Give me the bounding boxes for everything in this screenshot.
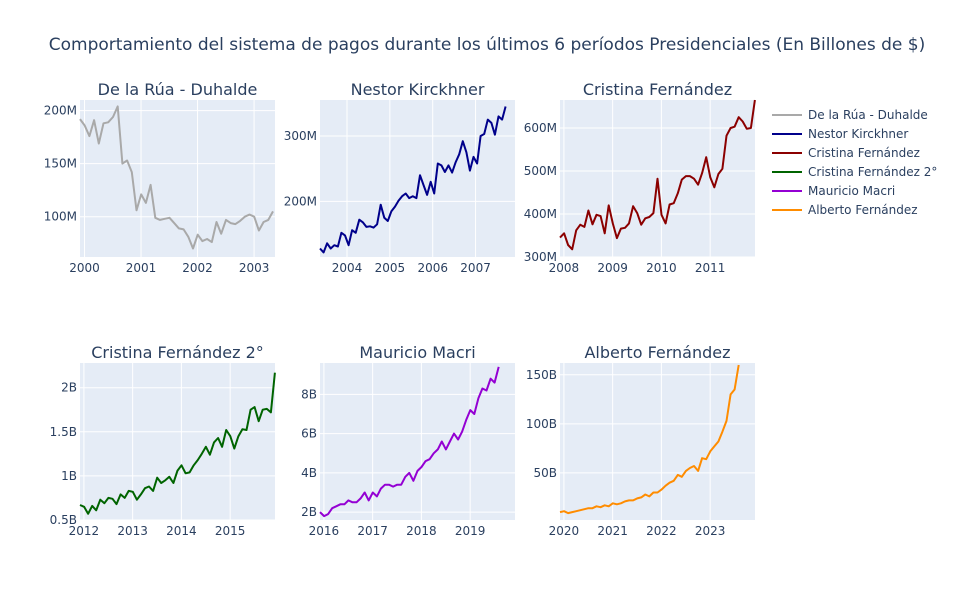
y-tick-label: 300M: [524, 250, 557, 264]
subplot-title: De la Rúa - Duhalde: [98, 80, 258, 99]
x-tick-label: 2022: [646, 524, 677, 538]
y-tick-label: 300M: [284, 129, 317, 143]
y-tick-label: 2B: [301, 505, 317, 519]
series-line: [319, 366, 500, 518]
x-tick-label: 2015: [215, 524, 246, 538]
x-tick-label: 2012: [69, 524, 100, 538]
y-tick-label: 100B: [526, 417, 557, 431]
y-tick-label: 500M: [524, 164, 557, 178]
y-tick-label: 600M: [524, 121, 557, 135]
subplot-1: 2000 2001 2002 2003 100M 150M 200M De la Rúa - …: [44, 80, 275, 275]
y-tick-label: 6B: [301, 427, 317, 441]
x-tick-label: 2001: [126, 261, 157, 275]
subplot-4: 2012 2013 2014 2015 0.5B 1B 1.5B 2B Cristina Fer…: [50, 343, 276, 538]
x-tick-label: 2017: [357, 524, 388, 538]
legend-item[interactable]: De la Rúa - Duhalde: [772, 108, 928, 122]
y-tick-label: 1.5B: [50, 425, 77, 439]
x-tick-label: 2007: [460, 261, 491, 275]
plot-area: [560, 363, 755, 520]
legend-label: Alberto Fernández: [808, 203, 918, 217]
y-tick-label: 400M: [524, 207, 557, 221]
x-tick-label: 2011: [695, 261, 726, 275]
x-tick-label: 2018: [406, 524, 437, 538]
x-tick-label: 2002: [182, 261, 213, 275]
subplot-3: 2008 2009 2010 2011 300M 400M 500M 600M Cristina…: [524, 80, 756, 275]
legend-label: Nestor Kirckhner: [808, 127, 908, 141]
y-tick-label: 4B: [301, 466, 317, 480]
y-tick-label: 100M: [44, 210, 77, 224]
y-tick-label: 8B: [301, 387, 317, 401]
y-tick-label: 150B: [526, 368, 557, 382]
legend-item[interactable]: Cristina Fernández 2°: [772, 165, 937, 179]
x-tick-label: 2003: [239, 261, 270, 275]
x-tick-label: 2004: [332, 261, 363, 275]
legend-label: Cristina Fernández 2°: [808, 165, 937, 179]
subplot-title: Cristina Fernández: [583, 80, 732, 99]
x-tick-label: 2000: [69, 261, 100, 275]
series-line: [559, 99, 756, 251]
legend-item[interactable]: Cristina Fernández: [772, 146, 920, 160]
legend-item[interactable]: Mauricio Macri: [772, 184, 895, 198]
x-tick-label: 2019: [455, 524, 486, 538]
y-tick-label: 0.5B: [50, 513, 77, 527]
subplot-title: Nestor Kirckhner: [351, 80, 485, 99]
plot-area: [80, 100, 275, 257]
subplot-title: Mauricio Macri: [359, 343, 475, 362]
x-tick-label: 2005: [375, 261, 406, 275]
x-tick-label: 2009: [597, 261, 628, 275]
x-tick-label: 2010: [646, 261, 677, 275]
series-line: [559, 364, 740, 515]
x-tick-label: 2006: [417, 261, 448, 275]
plot-area: [320, 363, 515, 520]
y-tick-label: 2B: [61, 381, 77, 395]
legend-item[interactable]: Alberto Fernández: [772, 203, 918, 217]
series-line: [79, 372, 276, 515]
subplot-grid: 2000 2001 2002 2003 100M 150M 200M De la Rúa - …: [44, 80, 756, 538]
plot-area: [80, 363, 275, 520]
y-tick-label: 200M: [44, 104, 77, 118]
series-line: [79, 105, 274, 250]
series-line: [319, 106, 507, 254]
subplot-5: 2016 2017 2018 2019 2B 4B 6B 8B Mauricio Macri: [301, 343, 515, 538]
subplot-2: 2004 2005 2006 2007 200M 300M Nestor Kirckhner: [284, 80, 515, 275]
legend[interactable]: De la Rúa - Duhalde Nestor Kirckhner Crist…: [772, 108, 937, 217]
legend-label: Cristina Fernández: [808, 146, 920, 160]
subplot-title: Cristina Fernández 2°: [91, 343, 264, 362]
x-tick-label: 2021: [597, 524, 628, 538]
legend-label: Mauricio Macri: [808, 184, 895, 198]
y-tick-label: 200M: [284, 194, 317, 208]
x-tick-label: 2008: [549, 261, 580, 275]
plot-area: [320, 100, 515, 257]
x-tick-label: 2020: [549, 524, 580, 538]
legend-label: De la Rúa - Duhalde: [808, 108, 928, 122]
x-tick-label: 2016: [309, 524, 340, 538]
legend-item[interactable]: Nestor Kirckhner: [772, 127, 908, 141]
y-tick-label: 50B: [533, 466, 557, 480]
chart-title: Comportamiento del sistema de pagos dura…: [49, 35, 925, 55]
subplot-6: 2020 2021 2022 2023 50B 100B 150B Alberto Ferná…: [526, 343, 755, 538]
x-tick-label: 2013: [117, 524, 148, 538]
x-tick-label: 2014: [166, 524, 197, 538]
y-tick-label: 1B: [61, 469, 77, 483]
y-tick-label: 150M: [44, 157, 77, 171]
subplot-title: Alberto Fernández: [584, 343, 730, 362]
x-tick-label: 2023: [695, 524, 726, 538]
